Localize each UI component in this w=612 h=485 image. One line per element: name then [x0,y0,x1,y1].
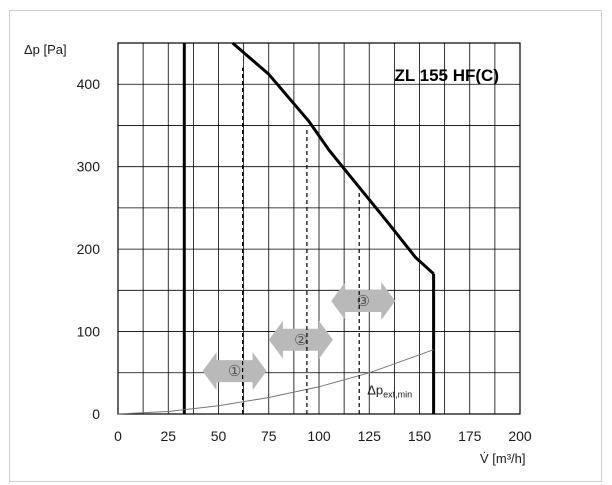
y-tick-label: 200 [77,241,101,257]
x-tick-label: 100 [307,428,331,444]
curves [117,41,436,415]
chart-frame: ① ② ③ 0 25 50 75 100 125 150 175 200 0 100 200 300 400 Δ… [9,10,602,482]
y-axis-label: Δp [Pa] [24,42,67,57]
y-tick-label: 400 [77,76,101,92]
stage-number: ① [228,362,241,380]
stage-number: ③ [356,292,369,310]
y-tick-label: 0 [92,406,100,422]
x-tick-label: 125 [358,428,382,444]
double-arrow-icon [331,282,396,321]
stage-arrows: ① ② ③ [202,282,396,391]
maximum-pressure-curve [231,41,435,275]
double-arrow-icon [268,320,333,359]
y-tick-label: 100 [77,324,101,340]
ext-min-annotation: Δpext,min [367,382,412,399]
x-tick-label: 50 [211,428,227,444]
x-tick-label: 75 [261,428,277,444]
pressure-flow-chart: ① ② ③ 0 25 50 75 100 125 150 175 200 0 100 200 300 400 Δ… [24,41,532,466]
y-tick-label: 300 [77,159,101,175]
x-axis-label: V̇ [m³/h] [480,451,526,466]
x-tick-label: 0 [114,428,122,444]
ext-min-subscript: ext,min [383,389,412,399]
model-title: ZL 155 HF(C) [394,66,499,85]
x-tick-label: 150 [408,428,432,444]
stage-number: ② [294,331,307,349]
ext-min-curve [117,349,434,415]
double-arrow-icon [202,352,267,391]
x-tick-label: 175 [458,428,482,444]
tick-labels: 0 25 50 75 100 125 150 175 200 0 100 200 300 400 Δpext… [77,76,532,444]
x-tick-label: 25 [160,428,176,444]
x-tick-label: 200 [508,428,532,444]
